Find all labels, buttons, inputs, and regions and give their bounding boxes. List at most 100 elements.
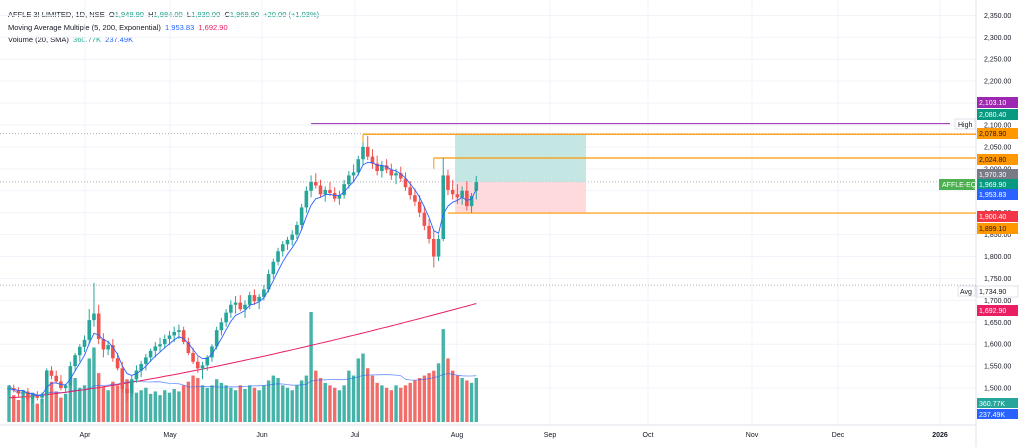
volume-bar: [163, 390, 167, 422]
volume-bar: [266, 380, 271, 422]
last-price-badge-text: 1,969.90: [979, 182, 1006, 189]
price-tick-label: 1,700.00: [984, 298, 1011, 305]
time-tick-label: Sep: [544, 432, 557, 439]
symbol-title[interactable]: AFFLE 3I LIMITED, 1D, NSE: [8, 10, 105, 19]
volume-bar: [314, 370, 318, 422]
volume-bar: [96, 373, 101, 422]
candle-body: [26, 391, 30, 399]
candle-body: [290, 234, 294, 240]
candle-body: [323, 189, 328, 195]
volume-bar: [196, 378, 200, 422]
target-price-badge-text: 2,078.90: [979, 131, 1006, 138]
support-price-badge: [977, 223, 1018, 234]
candle-body: [158, 344, 162, 347]
candle-body: [129, 379, 134, 394]
candle-body: [375, 163, 379, 172]
candle-body: [337, 195, 342, 199]
volume-bar: [54, 391, 58, 422]
gray-price-badge: [977, 169, 1018, 180]
chart-legend: AFFLE 3I LIMITED, 1D, NSE O1,949.90 H1,9…: [8, 9, 319, 47]
volume-bar: [474, 377, 478, 422]
volume-bar: [351, 375, 356, 422]
volume-bar: [432, 370, 436, 422]
candle-body: [106, 345, 110, 350]
price-tick-label: 1,500.00: [984, 386, 1011, 393]
volume-bar: [417, 378, 422, 422]
candle-body: [450, 189, 455, 195]
volume-bar: [281, 385, 285, 422]
candle-body: [186, 342, 191, 353]
volume-bar: [106, 390, 110, 422]
volume-bar: [191, 375, 195, 422]
volume-bar: [181, 385, 186, 422]
candle-body: [144, 357, 148, 364]
resistance-price-badge: [977, 154, 1018, 165]
target-price-badge: [977, 128, 1018, 139]
candle-body: [285, 239, 290, 245]
price-tick-label: 1,850.00: [984, 232, 1011, 239]
price-tick-label: 2,300.00: [984, 35, 1011, 42]
candle-body: [148, 350, 153, 358]
volume-bar: [252, 387, 257, 422]
volume-bar: [87, 358, 91, 422]
high-price-badge: [977, 97, 1018, 108]
volume-bar: [30, 392, 35, 422]
volume-bar: [323, 382, 327, 422]
candle-body: [465, 190, 469, 207]
volume-bar: [356, 358, 360, 422]
ma-indicator-name[interactable]: Moving Average Multiple (5, 200, Exponen…: [8, 22, 161, 32]
volume-badge-text: 360.77K: [979, 401, 1005, 408]
high-label-box: [954, 118, 976, 130]
high-label: H: [148, 10, 154, 19]
volume-bar: [446, 358, 450, 422]
volume-bar: [469, 382, 474, 422]
volume-bar: [427, 373, 431, 422]
candle-body: [394, 173, 398, 176]
legend-volume-row[interactable]: Volume (20, SMA) 360.77K 237.49K: [8, 34, 319, 47]
candle-body: [191, 353, 195, 362]
candle-body: [408, 187, 412, 196]
candle-body: [422, 212, 427, 226]
volume-bar: [238, 385, 242, 422]
candle-body: [63, 385, 68, 389]
volume-bar: [337, 390, 342, 422]
support-price-badge-text: 1,899.10: [979, 226, 1006, 233]
candle-body: [427, 225, 431, 239]
change-value: +20.00 (+1.03%): [263, 10, 320, 19]
candle-body: [73, 355, 77, 367]
volume-bar: [370, 375, 375, 422]
volume-bar: [342, 385, 346, 422]
price-tick-label: 2,350.00: [984, 13, 1011, 20]
volume-bar: [219, 382, 224, 422]
legend-ma-row[interactable]: Moving Average Multiple (5, 200, Exponen…: [8, 22, 319, 35]
low-value: 1,930.00: [191, 10, 221, 19]
candle-body: [389, 169, 394, 176]
volume-bar: [172, 389, 176, 422]
volume-bar: [384, 387, 389, 422]
ma-fast-badge: [977, 189, 1018, 200]
volume-bar: [35, 403, 40, 422]
volume-bar: [59, 397, 63, 422]
candle-body: [162, 338, 167, 345]
candle-body: [252, 295, 257, 302]
volume-ma-value: 237.49K: [105, 35, 134, 44]
candle-body: [365, 146, 370, 157]
candle-body: [196, 361, 200, 369]
candle-body: [460, 190, 464, 198]
candle-body: [224, 312, 228, 323]
candle-body: [347, 175, 351, 185]
price-tick-label: 1,600.00: [984, 342, 1011, 349]
candle-body: [238, 302, 243, 310]
volume-bar: [16, 400, 21, 422]
candle-body: [474, 182, 479, 191]
volume-bar: [290, 390, 294, 422]
candle-body: [436, 239, 441, 257]
candle-body: [68, 366, 73, 386]
candle-body: [134, 370, 139, 380]
candle-body: [276, 251, 280, 262]
volume-indicator-name[interactable]: Volume (20, SMA): [8, 35, 69, 44]
candle-body: [432, 239, 436, 257]
volume-bar: [78, 387, 82, 422]
price-tick-label: 2,100.00: [984, 123, 1011, 130]
